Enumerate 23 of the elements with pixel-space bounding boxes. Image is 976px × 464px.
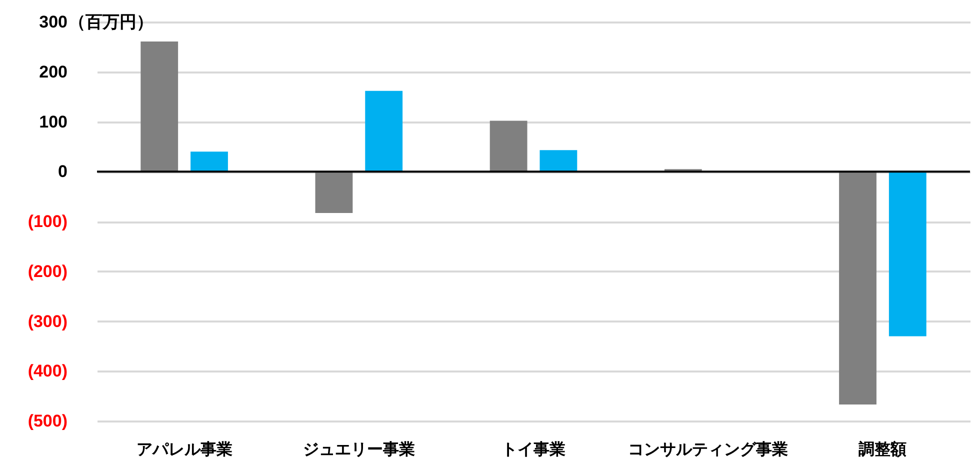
bar: [540, 150, 578, 172]
bar: [315, 172, 353, 214]
y-tick-label: (400): [28, 362, 68, 381]
x-tick-label: ジュエリー事業: [302, 440, 415, 458]
x-tick-label: 調整額: [858, 440, 907, 458]
y-tick-label: 300: [39, 12, 68, 32]
y-axis-title: （百万円）: [68, 12, 154, 32]
y-tick-label: (200): [28, 262, 68, 281]
bar: [140, 41, 178, 172]
y-tick-label: (500): [28, 412, 68, 430]
y-tick-label: 100: [39, 112, 68, 132]
x-tick-label: トイ事業: [502, 440, 566, 458]
bar: [490, 120, 528, 172]
x-tick-label: コンサルティング事業: [628, 440, 788, 458]
y-tick-label: 200: [39, 62, 68, 82]
bar: [839, 172, 876, 405]
x-tick-label: アパレル事業: [136, 440, 232, 458]
bar: [365, 90, 403, 172]
y-tick-label: (300): [28, 312, 68, 331]
y-tick-label: 0: [58, 162, 68, 182]
y-tick-label: (100): [28, 212, 68, 231]
bar: [888, 172, 926, 336]
bar: [190, 152, 228, 172]
